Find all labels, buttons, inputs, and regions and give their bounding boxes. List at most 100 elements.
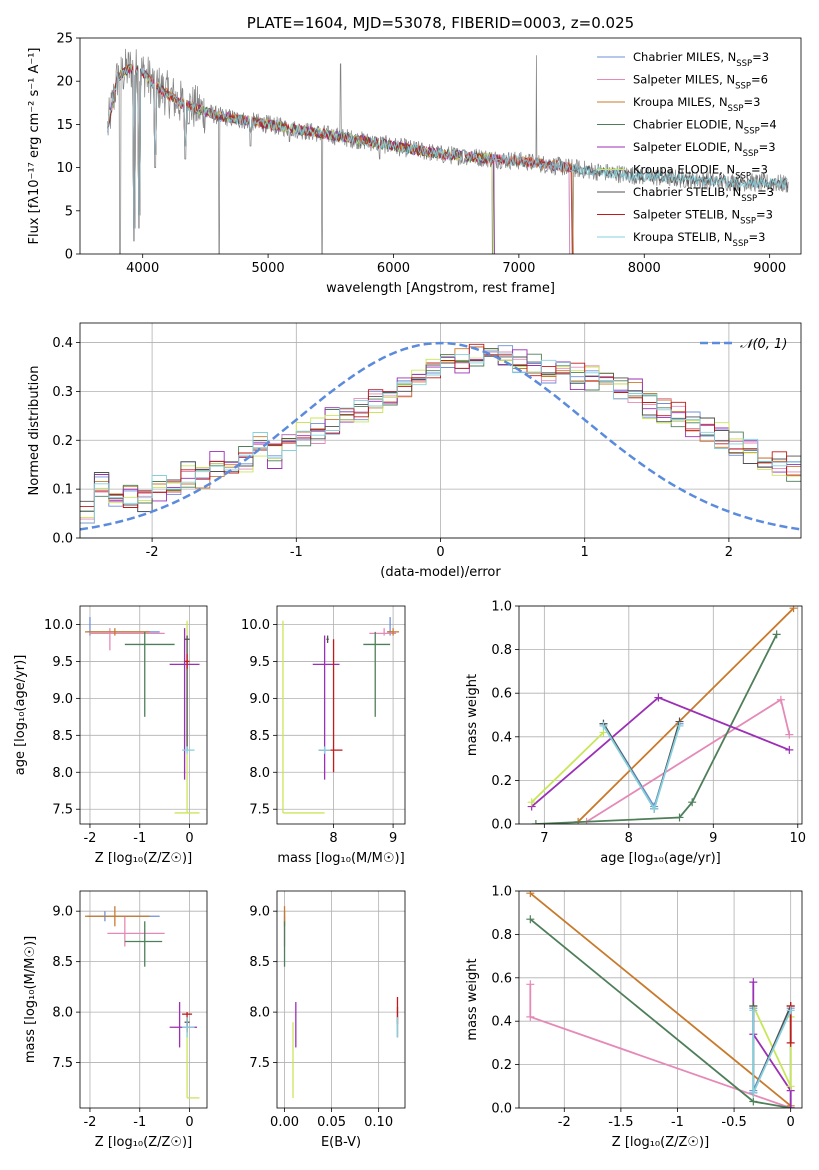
error-point bbox=[326, 635, 329, 643]
residual-histogram bbox=[80, 351, 801, 520]
weight-marker bbox=[749, 1097, 758, 1106]
legend: Chabrier MILES, NSSP=3 Salpeter MILES, NS… bbox=[597, 50, 777, 249]
x-axis-label: Z [log₁₀(Z/Z☉)] bbox=[95, 851, 192, 866]
x-tick-label: 9 bbox=[709, 831, 717, 846]
weight-marker bbox=[789, 606, 798, 613]
weight-line bbox=[535, 633, 778, 824]
x-tick-label: 7 bbox=[540, 831, 548, 846]
error-point bbox=[124, 921, 163, 967]
y-tick-label: 8.0 bbox=[249, 1006, 270, 1021]
chart-spectrum: 4000 5000 6000 7000 8000 9000 0 5 10 15 20 25 wavele… bbox=[27, 14, 802, 296]
normal-curve bbox=[80, 341, 801, 531]
plot-area bbox=[526, 891, 795, 1108]
y-tick-label: 8.5 bbox=[52, 955, 73, 970]
x-tick-label: 8 bbox=[625, 831, 633, 846]
x-tick-label: 1 bbox=[581, 545, 589, 560]
legend-label: Salpeter MILES, NSSP=6 bbox=[633, 73, 768, 92]
axes-frame bbox=[276, 605, 406, 825]
weight-marker bbox=[527, 798, 536, 807]
y-axis-label: Normed distribution bbox=[27, 366, 42, 496]
y-tick-label: 5 bbox=[65, 204, 73, 219]
y-tick-label: 1.0 bbox=[491, 885, 512, 900]
gridlines bbox=[519, 605, 802, 825]
weight-marker bbox=[531, 820, 540, 824]
weight-marker bbox=[675, 813, 684, 822]
chart-title: PLATE=1604, MJD=53078, FIBERID=0003, z=0… bbox=[247, 14, 634, 32]
y-tick-label: 0.4 bbox=[491, 730, 512, 745]
error-point bbox=[182, 1017, 195, 1038]
y-tick-label: 0 bbox=[65, 248, 73, 263]
x-tick-label: 0 bbox=[787, 1115, 795, 1130]
y-tick-label: 0.2 bbox=[52, 434, 73, 449]
y-tick-label: 7.5 bbox=[249, 1056, 270, 1071]
gridlines bbox=[277, 891, 405, 1108]
x-axis-label: mass [log₁₀(M/M☉)] bbox=[277, 851, 404, 866]
chart-mass-vs-Z: -2 -1 0 7.5 8.0 8.5 9.0 Z [log₁₀(Z/Z☉)] mass [lo… bbox=[23, 890, 208, 1150]
x-tick-label: 6000 bbox=[377, 261, 410, 276]
error-point bbox=[169, 1002, 198, 1048]
x-tick-label: 0.05 bbox=[317, 1115, 346, 1130]
x-tick-label: -0.5 bbox=[721, 1115, 746, 1130]
error-point bbox=[318, 639, 343, 773]
x-tick-label: -1.5 bbox=[608, 1115, 633, 1130]
weight-marker bbox=[749, 1006, 758, 1015]
x-tick-label: 0 bbox=[185, 831, 193, 846]
axes-frame bbox=[79, 37, 802, 255]
weight-marker bbox=[785, 745, 794, 754]
y-tick-label: 10 bbox=[56, 161, 73, 176]
y-tick-label: 0.4 bbox=[491, 1015, 512, 1030]
x-tick-label: 0 bbox=[185, 1115, 193, 1130]
y-tick-label: 9.0 bbox=[249, 692, 270, 707]
weight-marker bbox=[688, 798, 697, 807]
x-axis-label: age [log₁₀(age/yr)] bbox=[600, 851, 721, 866]
residual-histogram bbox=[80, 355, 801, 513]
weight-marker bbox=[599, 721, 608, 730]
y-tick-label: 8.5 bbox=[249, 955, 270, 970]
x-tick-label: -2 bbox=[83, 1115, 96, 1130]
weight-marker bbox=[785, 730, 794, 739]
chart-mass-vs-ebv: 0.00 0.05 0.10 7.5 8.0 8.5 9.0 E(B-V) bbox=[249, 890, 406, 1150]
x-tick-label: 2 bbox=[725, 545, 733, 560]
weight-marker bbox=[526, 915, 535, 924]
axes-frame bbox=[518, 890, 803, 1109]
legend-label: Salpeter STELIB, NSSP=3 bbox=[633, 208, 773, 227]
y-tick-label: 9.5 bbox=[52, 655, 73, 670]
error-point bbox=[186, 1027, 200, 1099]
x-tick-label: 0 bbox=[436, 545, 444, 560]
axes-frame bbox=[79, 890, 208, 1109]
x-tick-label: -2 bbox=[83, 831, 96, 846]
y-tick-label: 9.0 bbox=[249, 905, 270, 920]
y-tick-label: 8.0 bbox=[249, 766, 270, 781]
weight-marker bbox=[776, 695, 785, 704]
chart-weight-vs-Z: -2 -1.5 -1 -0.5 0 0.0 0.2 0.4 0.6 0.8 1.0 Z [log₁₀(… bbox=[465, 885, 803, 1150]
x-tick-label: 0.10 bbox=[364, 1115, 393, 1130]
x-axis-label: (data-model)/error bbox=[380, 565, 501, 580]
legend-label: Chabrier STELIB, NSSP=3 bbox=[633, 185, 774, 204]
gridlines bbox=[80, 606, 207, 824]
y-tick-label: 1.0 bbox=[491, 600, 512, 615]
chart-age-vs-Z: -2 -1 0 7.5 8.0 8.5 9.0 9.5 10.0 Z [log₁₀(Z/Z☉)] a… bbox=[13, 605, 208, 866]
error-point bbox=[282, 620, 325, 814]
legend-label: Chabrier MILES, NSSP=3 bbox=[633, 50, 769, 69]
y-tick-label: 0.0 bbox=[491, 818, 512, 833]
x-tick-label: 10 bbox=[790, 831, 807, 846]
weight-marker bbox=[654, 693, 663, 702]
model-spectrum bbox=[107, 64, 788, 229]
y-axis-label: mass [log₁₀(M/M☉)] bbox=[23, 936, 38, 1063]
plot-area bbox=[283, 906, 399, 1098]
weight-marker bbox=[786, 1104, 795, 1108]
plot-area bbox=[282, 617, 400, 814]
weight-marker bbox=[749, 1088, 758, 1097]
y-tick-label: 0.6 bbox=[491, 687, 512, 702]
x-tick-label: -1 bbox=[133, 1115, 146, 1130]
weight-marker bbox=[749, 978, 758, 987]
chart-age-vs-mass: 8 9 7.5 8.0 8.5 9.0 9.5 10.0 mass [log₁₀(M/M☉)] bbox=[241, 605, 406, 866]
y-tick-label: 25 bbox=[56, 32, 73, 47]
y-tick-label: 0.4 bbox=[52, 336, 73, 351]
y-tick-label: 7.5 bbox=[249, 803, 270, 818]
error-point bbox=[184, 635, 190, 751]
plot-area bbox=[84, 906, 200, 1099]
y-tick-label: 0.2 bbox=[491, 774, 512, 789]
x-tick-label: 8000 bbox=[628, 261, 661, 276]
legend-label: Salpeter ELODIE, NSSP=3 bbox=[633, 140, 776, 159]
